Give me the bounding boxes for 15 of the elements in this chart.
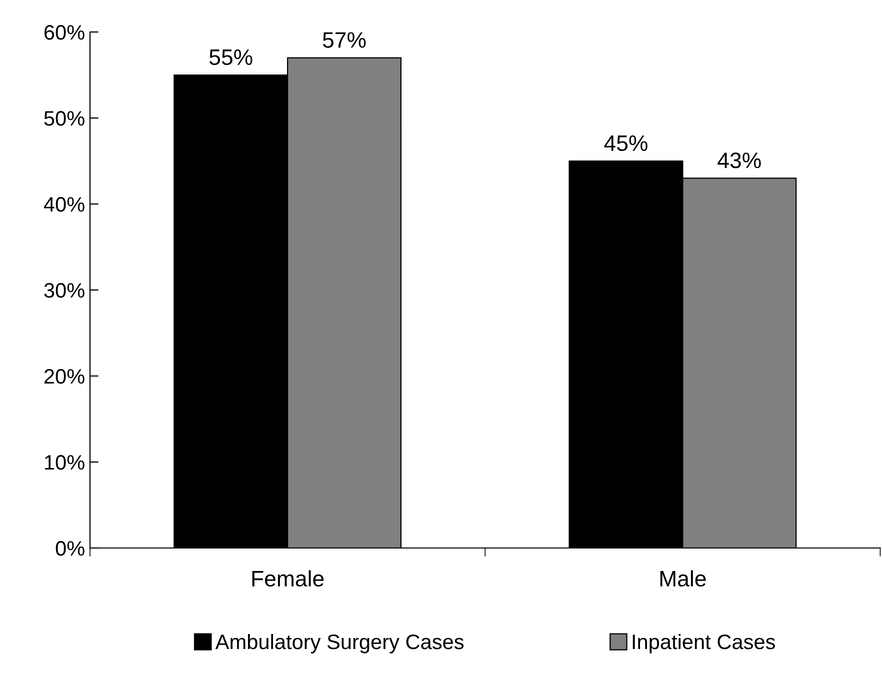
y-tick-label: 60% <box>44 25 84 40</box>
x-tick-label: Female <box>252 570 324 587</box>
legend-label: Ambulatory Surgery Cases <box>215 634 464 654</box>
y-tick-label: 50% <box>44 111 84 126</box>
data-label: 55% <box>210 49 252 66</box>
y-tick-label: 20% <box>44 369 84 384</box>
data-label: 43% <box>718 152 761 168</box>
legend-label: Inpatient Cases <box>632 634 775 654</box>
y-tick-label: 0% <box>56 541 84 556</box>
data-label: 57% <box>322 32 366 48</box>
y-tick-label: 10% <box>45 455 84 470</box>
y-tick-label: 30% <box>44 283 84 298</box>
y-tick-label: 40% <box>44 197 84 212</box>
data-label: 45% <box>604 135 648 152</box>
x-tick-label: Male <box>660 570 706 587</box>
